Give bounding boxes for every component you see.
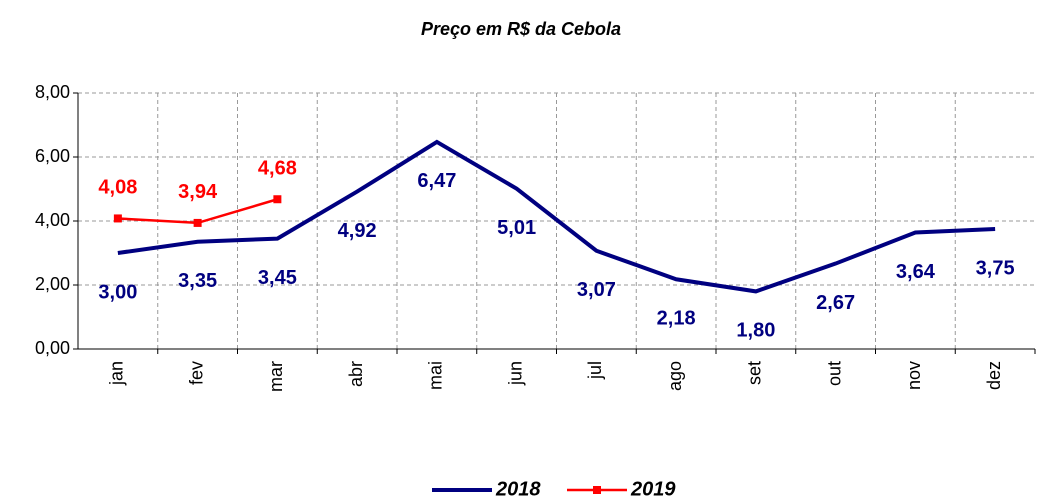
data-label: 3,64 — [896, 261, 936, 283]
x-tick-label: jun — [505, 361, 525, 386]
x-tick-label: mar — [266, 361, 286, 392]
x-tick-label: jul — [585, 361, 605, 380]
data-label: 4,92 — [338, 220, 377, 242]
x-tick-label: mai — [426, 361, 446, 390]
x-tick-label: out — [824, 361, 844, 386]
x-tick-label: fev — [186, 361, 206, 385]
x-tick-label: ago — [665, 361, 685, 391]
x-tick-label: nov — [904, 361, 924, 390]
x-tick-label: abr — [346, 361, 366, 387]
x-tick-label: jan — [107, 361, 127, 386]
data-label: 4,68 — [258, 158, 297, 180]
point-marker — [113, 214, 122, 223]
point-marker — [193, 218, 202, 227]
y-tick-label: 4,00 — [35, 210, 70, 230]
data-label: 3,00 — [98, 281, 137, 303]
point-marker — [273, 195, 282, 204]
data-label: 3,75 — [976, 257, 1015, 279]
data-label: 6,47 — [417, 170, 456, 192]
x-tick-label: set — [745, 361, 765, 385]
y-tick-label: 2,00 — [35, 274, 70, 294]
chart-title: Preço em R$ da Cebola — [421, 19, 621, 39]
y-tick-label: 6,00 — [35, 146, 70, 166]
data-label: 3,07 — [577, 279, 616, 301]
series-line — [117, 139, 996, 294]
data-label: 4,08 — [98, 177, 137, 199]
y-tick-label: 0,00 — [35, 338, 70, 358]
legend-label: 2018 — [495, 478, 541, 499]
data-label: 3,94 — [178, 181, 218, 203]
x-tick-label: dez — [984, 361, 1004, 390]
data-label: 5,01 — [497, 217, 536, 239]
data-label: 3,45 — [258, 267, 297, 289]
data-label: 2,67 — [816, 292, 855, 314]
y-tick-label: 8,00 — [35, 82, 70, 102]
legend-label: 2019 — [630, 478, 676, 499]
legend-marker — [593, 486, 601, 494]
data-label: 1,80 — [736, 320, 775, 342]
data-label: 2,18 — [657, 308, 696, 330]
data-label: 3,35 — [178, 270, 217, 292]
